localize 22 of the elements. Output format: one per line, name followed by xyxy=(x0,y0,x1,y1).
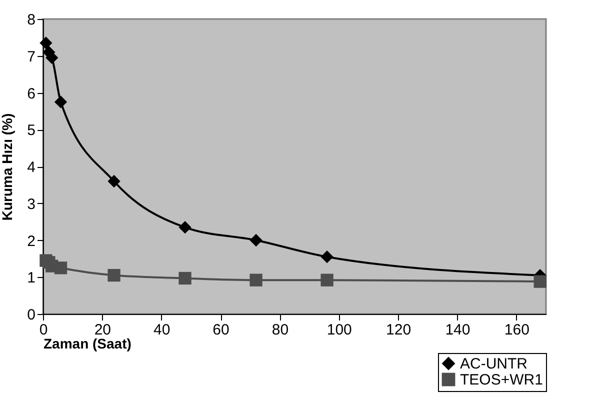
y-tick-label: 7 xyxy=(27,48,36,66)
y-axis-title: Kuruma Hızı (%) xyxy=(0,113,16,221)
legend-label: TEOS+WR1 xyxy=(460,372,543,388)
legend-label: AC-UNTR xyxy=(460,356,528,372)
y-tick-label: 1 xyxy=(27,270,36,287)
x-tick-label: 140 xyxy=(445,322,470,338)
y-tick-label: 5 xyxy=(27,122,36,140)
y-tick-label: 0 xyxy=(27,306,36,324)
x-axis-title: Zaman (Saat) xyxy=(44,336,132,352)
x-tick-label: 120 xyxy=(386,322,412,338)
x-tick-label: 40 xyxy=(154,322,170,338)
y-tick-label: 6 xyxy=(27,85,36,102)
y-tick-label: 8 xyxy=(27,12,36,28)
x-tick-label: 20 xyxy=(94,322,112,338)
y-tick-label: 3 xyxy=(27,196,36,213)
x-tick-label: 160 xyxy=(504,322,530,338)
x-tick-label: 0 xyxy=(39,322,48,338)
x-tick-label: 80 xyxy=(272,322,289,338)
y-tick-label: 2 xyxy=(27,232,36,250)
x-tick-label: 100 xyxy=(326,322,352,338)
y-tick-label: 4 xyxy=(27,159,36,176)
x-tick-label: 60 xyxy=(212,322,230,338)
